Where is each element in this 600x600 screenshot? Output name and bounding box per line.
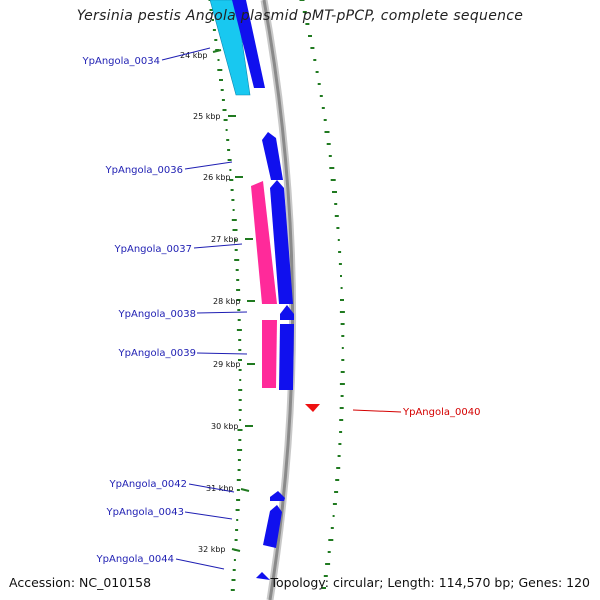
gene-0044-feature <box>256 572 270 580</box>
tick-label: 28 kbp <box>213 297 241 306</box>
gene-label-0037[interactable]: YpAngola_0037 <box>114 244 192 255</box>
gene-0042-feature <box>270 491 285 501</box>
tick-marks <box>212 49 255 552</box>
gene-0038-feature <box>280 305 294 320</box>
tick-label: 24 kbp <box>180 51 208 60</box>
gene-0036-feature <box>262 132 283 180</box>
gc-dots-inner <box>208 0 243 591</box>
gene-labels: YpAngola_0034 YpAngola_0036 YpAngola_003… <box>82 56 481 565</box>
gene-label-0039[interactable]: YpAngola_0039 <box>118 348 196 359</box>
gene-label-0034[interactable]: YpAngola_0034 <box>82 56 160 67</box>
gene-label-0040[interactable]: YpAngola_0040 <box>402 407 480 418</box>
gene-label-0036[interactable]: YpAngola_0036 <box>105 165 183 176</box>
gene-label-0043[interactable]: YpAngola_0043 <box>106 507 184 518</box>
gene-0039b-feature <box>279 324 294 390</box>
tick-labels: 24 kbp 25 kbp 26 kbp 27 kbp 28 kbp 29 kb… <box>180 51 241 554</box>
gc-dots-outer <box>299 0 345 589</box>
gene-0037-feature <box>251 181 277 304</box>
gene-0037b-feature <box>270 180 293 304</box>
tick-label: 31 kbp <box>206 484 234 493</box>
tick-label: 30 kbp <box>211 422 239 431</box>
gene-0043-feature <box>263 505 282 548</box>
accession-text: Accession: NC_010158 <box>9 575 152 590</box>
tick-label: 27 kbp <box>211 235 239 244</box>
gene-0040-feature <box>305 404 320 412</box>
tick-label: 26 kbp <box>203 173 231 182</box>
gene-0035-feature <box>232 0 265 88</box>
map-title: Yersinia pestis Angola plasmid pMT-pPCP,… <box>76 8 524 24</box>
tick-label: 25 kbp <box>193 112 221 121</box>
tick-label: 32 kbp <box>198 545 226 554</box>
tick-label: 29 kbp <box>213 360 241 369</box>
gene-label-0042[interactable]: YpAngola_0042 <box>109 479 187 490</box>
gene-0039-feature <box>262 320 277 388</box>
gene-features <box>209 0 320 580</box>
gene-label-0038[interactable]: YpAngola_0038 <box>118 309 196 320</box>
leader-lines <box>161 47 402 570</box>
gene-label-0044[interactable]: YpAngola_0044 <box>96 554 174 565</box>
summary-text: Topology: circular; Length: 114,570 bp; … <box>270 575 591 590</box>
gene-0034-feature <box>209 0 251 96</box>
